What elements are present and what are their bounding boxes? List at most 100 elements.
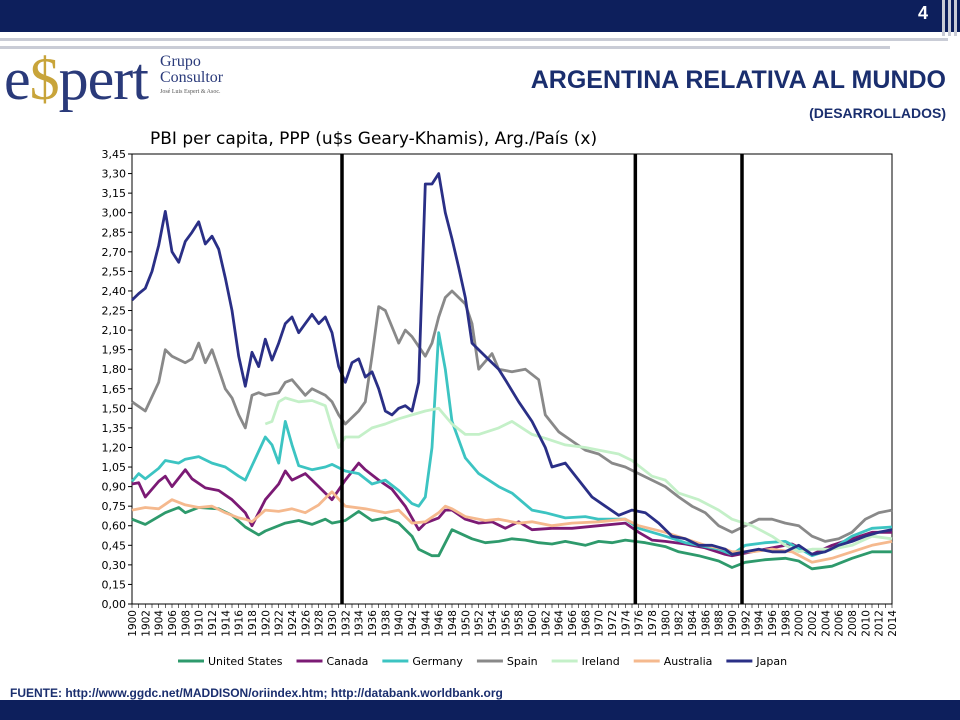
y-tick-label: 1,50	[102, 402, 127, 415]
x-tick-label: 1908	[180, 610, 192, 637]
y-tick-label: 1,65	[102, 383, 127, 396]
x-tick-label: 1944	[420, 610, 432, 637]
chart-title: PBI per capita, PPP (u$s Geary-Khamis), …	[150, 129, 598, 149]
x-tick-label: 1930	[327, 610, 339, 637]
page-number: 4	[917, 3, 928, 23]
y-tick-label: 1,80	[102, 363, 127, 376]
source-note: FUENTE: http://www.ggdc.net/MADDISON/ori…	[10, 686, 503, 700]
legend-label-spain: Spain	[507, 655, 538, 668]
x-tick-label: 1974	[620, 610, 632, 637]
x-tick-label: 1918	[247, 610, 259, 637]
y-tick-label: 0,90	[102, 481, 127, 494]
x-tick-label: 1982	[674, 610, 686, 637]
x-tick-label: 1902	[140, 610, 152, 637]
x-tick-label: 2012	[874, 610, 886, 637]
header-stripe	[0, 38, 948, 41]
x-tick-label: 2002	[807, 610, 819, 637]
x-tick-label: 1988	[714, 610, 726, 637]
x-tick-label: 1952	[474, 610, 486, 637]
series-line-germany	[130, 331, 893, 558]
footer-band	[0, 700, 960, 720]
header-pill	[942, 0, 945, 36]
x-tick-label: 1934	[354, 610, 366, 637]
x-tick-label: 1968	[580, 610, 592, 637]
x-tick-label: 1986	[700, 610, 712, 637]
x-tick-label: 2014	[887, 610, 899, 637]
y-tick-label: 2,55	[102, 265, 127, 278]
y-tick-label: 3,15	[102, 187, 127, 200]
y-tick-label: 0,15	[102, 578, 127, 591]
x-tick-label: 1972	[607, 610, 619, 637]
x-tick-label: 1966	[567, 610, 579, 637]
logo-subtext: Grupo Consultor José Luis Espert & Asoc.	[160, 53, 224, 96]
y-tick-label: 0,75	[102, 500, 127, 513]
y-tick-label: 0,45	[102, 539, 127, 552]
espert-logo: e$pert Grupo Consultor José Luis Espert …	[4, 46, 228, 112]
header-pill	[954, 0, 957, 36]
y-tick-label: 1,05	[102, 461, 127, 474]
x-tick-label: 2004	[820, 610, 832, 637]
x-tick-label: 1992	[740, 610, 752, 637]
y-tick-label: 2,25	[102, 305, 127, 318]
x-tick-label: 1900	[127, 610, 139, 637]
x-tick-label: 1958	[514, 610, 526, 637]
legend-label-germany: Germany	[412, 655, 463, 668]
y-tick-label: 0,60	[102, 520, 127, 533]
x-tick-label: 1960	[527, 610, 539, 637]
y-tick-label: 2,40	[102, 285, 127, 298]
legend-label-japan: Japan	[755, 655, 787, 668]
x-tick-label: 2000	[794, 610, 806, 637]
x-tick-label: 1914	[220, 610, 232, 637]
x-tick-label: 1936	[367, 610, 379, 637]
y-tick-label: 1,95	[102, 344, 127, 357]
series-line-united-states	[131, 506, 892, 571]
y-tick-label: 2,70	[102, 246, 127, 259]
logo-wordmark: e$pert	[4, 46, 149, 112]
x-tick-label: 1946	[434, 610, 446, 637]
x-tick-label: 1926	[300, 610, 312, 637]
x-tick-label: 1920	[260, 610, 272, 637]
x-tick-label: 1990	[727, 610, 739, 637]
x-tick-label: 1928	[314, 610, 326, 637]
x-tick-label: 1978	[647, 610, 659, 637]
x-tick-label: 1916	[234, 610, 246, 637]
y-tick-label: 0,30	[102, 559, 127, 572]
x-tick-label: 1984	[687, 610, 699, 637]
x-tick-label: 1938	[380, 610, 392, 637]
y-tick-label: 2,85	[102, 226, 127, 239]
x-tick-label: 1932	[340, 610, 352, 637]
y-tick-label: 1,20	[102, 441, 127, 454]
page-title: ARGENTINA RELATIVA AL MUNDO	[530, 66, 946, 94]
header-stripe	[0, 46, 890, 49]
x-tick-label: 1942	[407, 610, 419, 637]
series-line-canada	[131, 461, 892, 558]
legend-label-canada: Canada	[327, 655, 369, 668]
legend-label-united-states: United States	[208, 655, 283, 668]
x-tick-label: 1994	[754, 610, 766, 637]
x-tick-label: 1940	[394, 610, 406, 637]
x-tick-label: 1948	[447, 610, 459, 637]
series-line-australia	[131, 490, 893, 564]
header-band	[0, 0, 960, 32]
x-tick-label: 2006	[834, 610, 846, 637]
x-tick-label: 2008	[847, 610, 859, 637]
x-tick-label: 1980	[660, 610, 672, 637]
x-tick-label: 1970	[594, 610, 606, 637]
y-tick-label: 3,30	[102, 168, 127, 181]
x-tick-label: 1922	[274, 610, 286, 637]
y-tick-label: 2,10	[102, 324, 127, 337]
x-tick-label: 1906	[167, 610, 179, 637]
y-tick-label: 0,00	[102, 598, 127, 611]
x-tick-label: 1910	[194, 610, 206, 637]
y-tick-label: 3,45	[102, 148, 127, 161]
legend-label-australia: Australia	[664, 655, 713, 668]
x-tick-label: 1954	[487, 610, 499, 637]
page-subtitle: (DESARROLLADOS)	[809, 105, 946, 121]
x-tick-label: 1904	[154, 610, 166, 637]
x-tick-label: 1976	[634, 610, 646, 637]
series-line-ireland	[264, 396, 893, 554]
x-tick-label: 1998	[780, 610, 792, 637]
series-line-spain	[131, 289, 893, 543]
y-tick-label: 3,00	[102, 207, 127, 220]
